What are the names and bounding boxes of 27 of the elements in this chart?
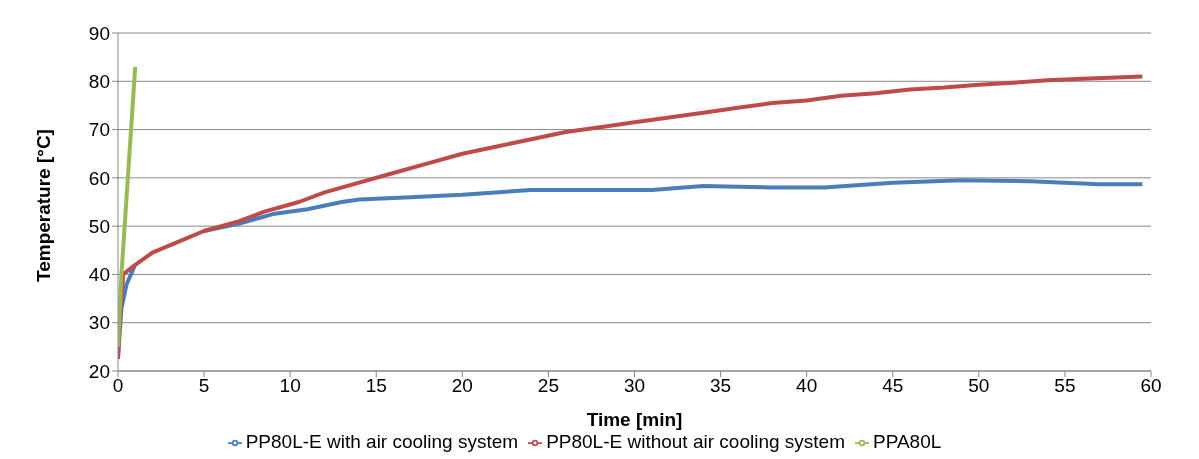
line-series xyxy=(118,74,1145,361)
x-tick-label: 10 xyxy=(279,375,301,397)
y-tick-label: 60 xyxy=(88,167,110,189)
y-tick-label: 50 xyxy=(88,215,110,237)
x-tick-label: 40 xyxy=(796,375,818,397)
legend-label: PPA80L xyxy=(873,431,942,452)
x-tick-label: 0 xyxy=(112,375,124,397)
x-tick-label: 20 xyxy=(451,375,473,397)
x-tick-label: 45 xyxy=(882,375,904,397)
y-tick-label: 80 xyxy=(88,71,110,93)
x-tick-label: 30 xyxy=(623,375,646,397)
x-tick-label: 15 xyxy=(365,375,387,397)
y-tick-label: 20 xyxy=(88,360,110,382)
x-tick-label: 25 xyxy=(537,375,559,397)
x-tick-label: 60 xyxy=(1140,375,1162,397)
legend-label: PP80L-E without air cooling system xyxy=(546,431,845,452)
y-tick-label: 90 xyxy=(88,22,110,44)
y-tick-label: 70 xyxy=(88,119,110,141)
x-tick-label: 35 xyxy=(710,375,732,397)
x-tick-label: 55 xyxy=(1054,375,1076,397)
legend-label: PP80L-E with air cooling system xyxy=(245,431,519,452)
x-tick-label: 50 xyxy=(968,375,990,397)
x-axis-title: Time [min] xyxy=(586,409,683,430)
x-tick-label: 5 xyxy=(198,375,210,397)
y-tick-label: 40 xyxy=(88,264,110,286)
y-tick-label: 30 xyxy=(88,312,110,334)
y-axis-title: Temperature [°C] xyxy=(32,129,54,282)
